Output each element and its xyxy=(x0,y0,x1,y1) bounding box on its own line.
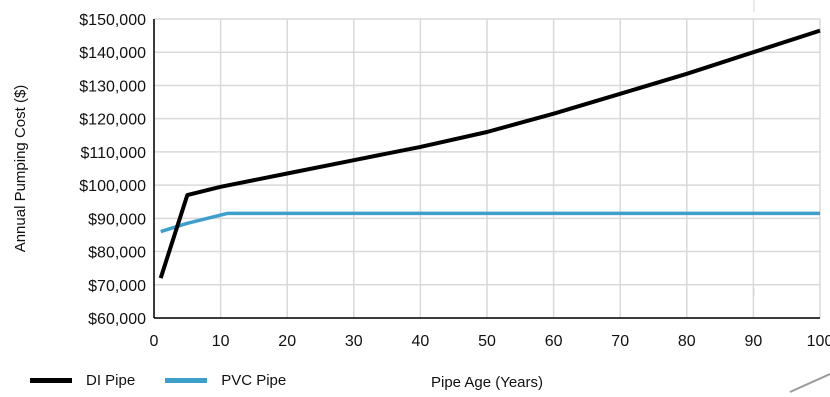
x-tick-label: 70 xyxy=(611,333,629,350)
y-tick-label: $60,000 xyxy=(88,311,146,328)
legend-swatch-di-pipe xyxy=(30,378,72,383)
axes: 0 10 20 30 40 50 60 70 80 90 100 $60,000 $70,000 $80,… xyxy=(79,12,830,350)
x-tick-label: 30 xyxy=(345,333,363,350)
legend-label-pvc-pipe: PVC Pipe xyxy=(221,372,287,389)
y-tick-label: $150,000 xyxy=(79,12,146,29)
decorative-strokes xyxy=(753,0,830,393)
y-tick-label: $90,000 xyxy=(88,211,146,228)
legend: DI Pipe PVC Pipe xyxy=(30,372,316,389)
legend-swatch-pvc-pipe xyxy=(165,378,208,383)
x-axis-title: Pipe Age (Years) xyxy=(431,374,543,391)
y-tick-label: $70,000 xyxy=(88,278,146,295)
y-tick-label: $100,000 xyxy=(79,178,146,195)
x-tick-label: 60 xyxy=(545,333,563,350)
x-tick-label: 50 xyxy=(478,333,496,350)
x-tick-label: 0 xyxy=(150,333,159,350)
legend-item-pvc-pipe: PVC Pipe xyxy=(165,372,286,389)
series-line-di-pipe xyxy=(158,28,821,279)
x-tick-label: 80 xyxy=(678,333,696,350)
x-tick-label: 40 xyxy=(412,333,430,350)
x-tick-label: 20 xyxy=(278,333,296,350)
y-tick-label: $80,000 xyxy=(88,245,146,262)
y-tick-label: $140,000 xyxy=(79,45,146,62)
x-tick-label: 100 xyxy=(807,333,830,350)
y-axis-title: Annual Pumping Cost ($) xyxy=(12,85,29,253)
legend-item-di-pipe: DI Pipe xyxy=(30,372,135,389)
y-tick-label: $110,000 xyxy=(80,145,146,162)
y-tick-label: $130,000 xyxy=(79,78,146,95)
series-line-pvc-pipe xyxy=(160,211,820,234)
x-tick-label: 10 xyxy=(212,333,230,350)
x-tick-label: 90 xyxy=(745,333,763,350)
series-layer xyxy=(158,28,821,279)
legend-label-di-pipe: DI Pipe xyxy=(86,372,136,389)
y-tick-label: $120,000 xyxy=(79,112,146,129)
